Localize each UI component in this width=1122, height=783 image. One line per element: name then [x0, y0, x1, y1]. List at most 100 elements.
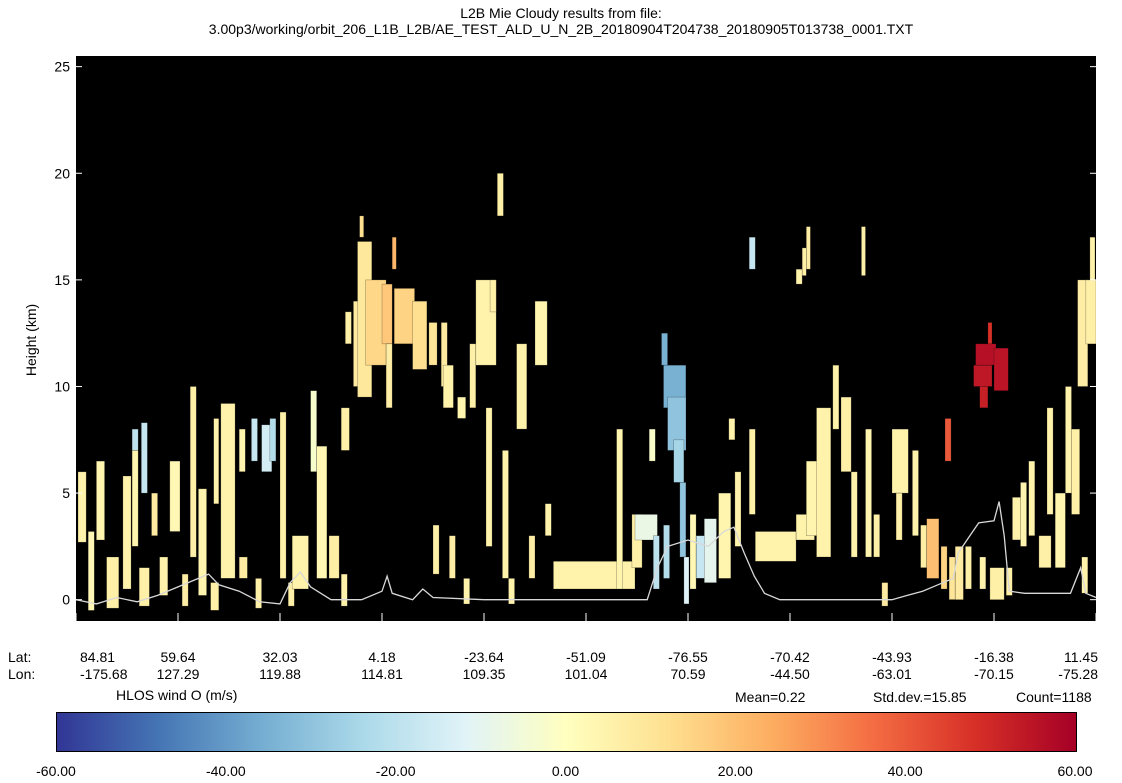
heatmap-cell: [1038, 535, 1052, 569]
y-tick-label: 10: [54, 378, 70, 394]
heatmap-cell: [748, 428, 756, 515]
heatmap-cell: [1054, 492, 1066, 569]
heatmap-cell: [679, 482, 687, 558]
heatmap-cell: [987, 322, 993, 345]
heatmap-cell: [448, 535, 456, 579]
heatmap-cell: [534, 300, 548, 366]
y-tick-label: 15: [54, 272, 70, 288]
heatmap-cell: [238, 428, 246, 473]
heatmap-svg: [75, 173, 1097, 611]
colorbar-label: HLOS wind O (m/s): [116, 687, 238, 703]
heatmap-cell: [728, 418, 736, 441]
heatmap-cell: [648, 428, 656, 462]
heatmap-cell: [816, 407, 832, 558]
x-tick-lon: 70.59: [670, 666, 705, 682]
colorbar-tick-label: 20.00: [717, 763, 753, 779]
colorbar-tick-label: 40.00: [887, 763, 923, 779]
heatmap-cell: [850, 471, 858, 558]
heatmap-cell: [989, 567, 1005, 601]
colorbar-tick-label: -40.00: [205, 763, 246, 779]
x-tick-lat: 84.81: [80, 649, 115, 665]
heatmap-cell: [106, 556, 120, 609]
heatmap-cell: [795, 268, 803, 285]
y-tick-label: 25: [54, 59, 70, 75]
heatmap-cell: [255, 578, 262, 609]
heatmap-cell: [340, 573, 348, 607]
x-tick-lat: -76.55: [668, 649, 708, 665]
colorbar-tick-label: 60.00: [1057, 763, 1093, 779]
heatmap-cell: [1046, 407, 1054, 515]
x-tick-lon: -175.68: [80, 666, 128, 682]
heatmap-cell: [1028, 460, 1036, 537]
x-tick-lat: 32.03: [262, 649, 297, 665]
heatmap-cell: [485, 407, 493, 547]
colorbar-tick-label: 0.00: [551, 763, 580, 779]
x-tick-lon: 109.35: [463, 666, 506, 682]
heatmap-cell: [198, 488, 207, 596]
colorbar: [56, 712, 1077, 752]
heatmap-cell: [269, 418, 277, 462]
x-tick-lat: -51.09: [566, 649, 606, 665]
heatmap-cell: [87, 531, 95, 611]
heatmap-cell: [1071, 428, 1080, 515]
heatmap-cell: [310, 390, 318, 473]
heatmap-cell: [979, 556, 987, 590]
colorbar-ticks: -60.00 -40.00 -20.00 0.00 20.00 40.00 60.00: [0, 763, 1122, 783]
heatmap-cell: [1020, 482, 1027, 547]
heatmap-cell: [616, 428, 623, 590]
heatmap-cell: [432, 524, 440, 575]
heatmap-cell: [359, 215, 365, 238]
x-tick-lon: -63.01: [872, 666, 912, 682]
heatmap-cell: [832, 364, 840, 430]
stat-std: Std.dev.=15.85: [873, 689, 967, 705]
y-tick-label: 5: [62, 485, 70, 501]
heatmap-cell: [428, 322, 438, 366]
colorbar-tick-label: -60.00: [36, 763, 76, 779]
heatmap-cell: [993, 347, 1009, 392]
heatmap-cell: [469, 343, 477, 409]
heatmap-cell: [463, 578, 471, 605]
x-tick-lat: 11.45: [1064, 649, 1098, 665]
heatmap-cell: [279, 411, 287, 579]
heatmap-cell: [544, 503, 552, 537]
x-tick-lon: 101.04: [565, 666, 608, 682]
x-tick-lon: 127.29: [157, 666, 200, 682]
x-tick-lat: -70.42: [770, 649, 810, 665]
heatmap-cell: [189, 386, 197, 558]
heatmap-cell: [251, 418, 258, 462]
heatmap-cell: [138, 567, 150, 607]
heatmap-cell: [96, 460, 105, 541]
heatmap-cell: [385, 343, 393, 409]
heatmap-cell: [973, 364, 993, 387]
heatmap-cell: [151, 492, 158, 537]
heatmap-cell: [457, 396, 466, 419]
heatmap-cell: [748, 236, 756, 270]
heatmap-cell: [328, 535, 340, 579]
heatmap-cell: [159, 556, 169, 596]
heatmap-cell: [489, 279, 497, 313]
heatmap-cell: [287, 582, 295, 607]
heatmap-cell: [634, 514, 658, 541]
x-tick-lat: -16.38: [974, 649, 1014, 665]
heatmap-cell: [840, 396, 852, 473]
lat-row-label: Lat:: [8, 649, 31, 665]
heatmap-cell: [926, 518, 940, 579]
stat-mean: Mean=0.22: [735, 689, 806, 705]
x-tick-lat: -43.93: [872, 649, 912, 665]
heatmap-cell: [210, 582, 220, 611]
heatmap-cell: [920, 524, 927, 569]
heatmap-cell: [442, 364, 454, 409]
heatmap-cell: [181, 573, 189, 607]
heatmap-cell: [940, 546, 948, 590]
heatmap-cell: [238, 556, 248, 579]
heatmap-cell: [516, 343, 528, 430]
heatmap-cell: [895, 492, 903, 541]
heatmap-cell: [77, 471, 87, 543]
ground-height-line: [75, 501, 1097, 605]
heatmap-cell: [412, 300, 428, 370]
x-tick-lat: -23.64: [464, 649, 504, 665]
colorbar-tick-label: -20.00: [375, 763, 416, 779]
heatmap-cell: [861, 226, 866, 276]
x-tick-lon: -44.50: [770, 666, 810, 682]
heatmap-cell: [944, 418, 952, 462]
